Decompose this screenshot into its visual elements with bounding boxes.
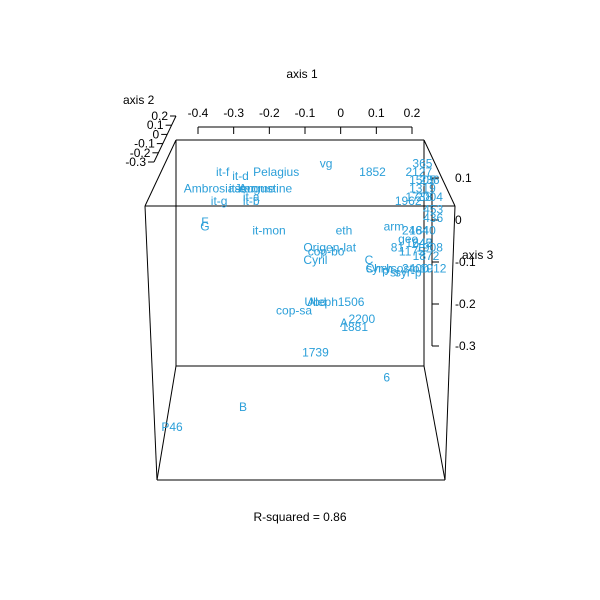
point-label: 1505	[409, 173, 436, 187]
axis-2-tick-label: 0.1	[147, 118, 164, 132]
axis-2-tick-label: -0.1	[134, 137, 155, 151]
point-label: Aleph	[307, 295, 338, 309]
point-label: Augustine	[239, 182, 293, 196]
point-label: 1912	[420, 261, 447, 275]
axis-3-tick-label: -0.1	[455, 255, 476, 269]
point-label: 1175	[399, 245, 425, 259]
axis-1-tick-label: 0	[337, 106, 344, 120]
point-label: arm	[384, 219, 405, 233]
axis-2: 0.20.10-0.1-0.2-0.3	[125, 109, 177, 169]
axis-1-tick-label: 0.1	[368, 106, 385, 120]
point-label: P46	[161, 420, 183, 434]
point-label: 236	[420, 173, 440, 187]
box-edge	[423, 365, 446, 481]
point-label: Pelagius	[253, 165, 299, 179]
point-label: vg	[320, 156, 333, 170]
point-label: 1881	[341, 320, 368, 334]
point-label: it-c	[229, 182, 245, 196]
point-label: C	[365, 253, 374, 267]
point-label: Cyril	[303, 253, 327, 267]
point-label: 1739	[302, 345, 329, 359]
point-label: 1245	[406, 236, 433, 250]
point-label: 1962	[395, 194, 422, 208]
point-label: 1908	[416, 240, 443, 254]
point-label: cop-bo	[308, 245, 345, 259]
axis-2-tick-label: -0.2	[130, 146, 151, 160]
axis-1-tick-label: -0.3	[223, 106, 244, 120]
axis-3-label: axis 3	[462, 248, 494, 262]
point-label: B	[239, 400, 247, 414]
point-label: 2004	[416, 190, 443, 204]
point-label: it-mon	[252, 224, 285, 238]
point-label: 2464	[402, 224, 429, 238]
point-label: F	[201, 215, 208, 229]
point-label: 2400	[402, 261, 429, 275]
point-label: Ambrosiaster	[184, 182, 255, 196]
axis-1-label: axis 1	[286, 67, 318, 81]
point-label: Jerome	[235, 182, 275, 196]
axis-1: -0.4 -0.3 -0.2 -0.1 0 0.1 0.2	[188, 106, 421, 134]
point-label: cop-sa	[276, 303, 312, 317]
point-label: Ubd	[304, 295, 326, 309]
bounding-box	[144, 139, 456, 481]
point-label: 1738	[406, 190, 433, 204]
point-label: it-b	[243, 194, 260, 208]
point-label: 81	[391, 240, 405, 254]
point-label: 6	[383, 371, 390, 385]
point-label: 642	[412, 236, 432, 250]
point-label: 2200	[348, 312, 375, 326]
axis-1-tick-label: -0.1	[295, 106, 316, 120]
axis-2-tick-label: 0	[153, 127, 160, 141]
point-label: 1840	[409, 224, 436, 238]
point-label: eth	[336, 224, 353, 238]
axis-1-tick-label: -0.2	[259, 106, 280, 120]
box-edge	[144, 139, 177, 207]
point-label: 1319	[409, 182, 436, 196]
point-label: 2127	[406, 165, 433, 179]
point-label: 1872	[413, 249, 440, 263]
box-edge	[156, 365, 177, 481]
box-edge	[444, 205, 456, 481]
point-label: it-f	[216, 165, 230, 179]
point-label: 453	[423, 203, 443, 217]
point-label: Chrysostom	[365, 261, 429, 275]
axis-3-tick-label: -0.3	[455, 339, 476, 353]
point-label: it-d	[232, 169, 249, 183]
axis-2-tick-label: 0.2	[151, 109, 168, 123]
point-label: syr-p	[395, 266, 422, 280]
point-label: 1506	[338, 295, 365, 309]
box-edge	[144, 205, 158, 481]
axis-2-label: axis 2	[123, 93, 155, 107]
point-label: syr-h	[366, 261, 393, 275]
point-label: A	[340, 316, 348, 330]
axis-3: 0.1 0 -0.1 -0.2 -0.3	[431, 171, 476, 353]
point-label: Origen-lat	[303, 240, 356, 254]
axis-2-tick-label: -0.3	[125, 155, 146, 169]
point-label: it-g	[211, 194, 228, 208]
axis-3-tick-label: 0.1	[455, 171, 472, 185]
box-edge	[423, 139, 456, 207]
point-label: it-a	[243, 190, 260, 204]
point-label: Psi	[382, 266, 399, 280]
point-label: G	[200, 219, 209, 233]
r-squared-caption: R-squared = 0.86	[253, 510, 346, 524]
axis-2-line	[153, 115, 177, 163]
point-label: geo	[398, 232, 418, 246]
axis-3-tick-label: -0.2	[455, 297, 476, 311]
axis-1-tick-label: -0.4	[188, 106, 209, 120]
point-label: 1852	[359, 165, 386, 179]
axis-1-tick-label: 0.2	[404, 106, 421, 120]
point-label: 365	[412, 156, 432, 170]
point-label: 436	[423, 211, 443, 225]
axis-3-tick-label: 0	[455, 213, 462, 227]
